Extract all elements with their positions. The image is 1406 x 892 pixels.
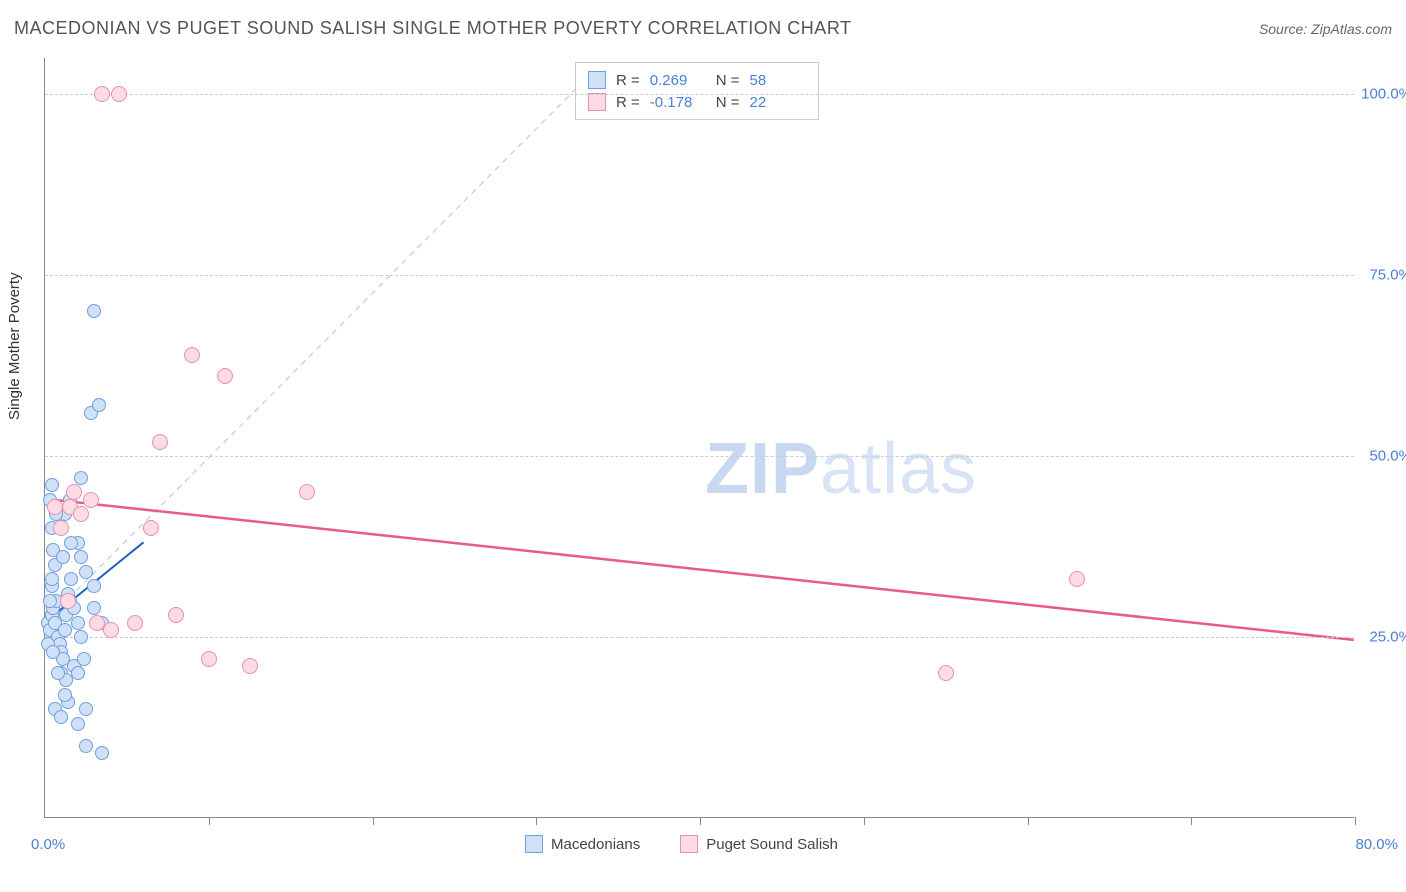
data-point: [87, 304, 101, 318]
data-point: [79, 739, 93, 753]
legend-swatch: [680, 835, 698, 853]
stat-n-label: N =: [716, 94, 740, 111]
data-point: [47, 499, 63, 515]
data-point: [217, 368, 233, 384]
x-tick: [700, 817, 701, 825]
data-point: [143, 520, 159, 536]
data-point: [201, 651, 217, 667]
data-point: [73, 506, 89, 522]
series-swatch: [588, 93, 606, 111]
gridline: [45, 637, 1354, 638]
stat-r-label: R =: [616, 94, 640, 111]
y-tick-label: 100.0%: [1361, 86, 1406, 103]
data-point: [938, 665, 954, 681]
gridline: [45, 94, 1354, 95]
data-point: [74, 471, 88, 485]
data-point: [66, 484, 82, 500]
data-point: [45, 572, 59, 586]
y-tick-label: 25.0%: [1369, 629, 1406, 646]
data-point: [87, 601, 101, 615]
x-axis-origin-label: 0.0%: [31, 836, 65, 853]
chart-header: MACEDONIAN VS PUGET SOUND SALISH SINGLE …: [14, 18, 1392, 39]
data-point: [64, 572, 78, 586]
stat-n-value: 22: [750, 94, 806, 111]
data-point: [79, 565, 93, 579]
data-point: [79, 702, 93, 716]
y-tick-label: 75.0%: [1369, 267, 1406, 284]
chart-lines-layer: [45, 58, 1354, 817]
data-point: [51, 666, 65, 680]
stat-n-label: N =: [716, 72, 740, 89]
data-point: [56, 550, 70, 564]
x-tick: [1191, 817, 1192, 825]
chart-plot-area: ZIPatlas R =0.269N =58R =-0.178N =22 Mac…: [44, 58, 1354, 818]
legend-label: Macedonians: [551, 836, 640, 853]
data-point: [46, 645, 60, 659]
x-tick: [536, 817, 537, 825]
data-point: [95, 746, 109, 760]
y-tick-label: 50.0%: [1369, 448, 1406, 465]
series-swatch: [588, 71, 606, 89]
stat-r-value: 0.269: [650, 72, 706, 89]
data-point: [74, 550, 88, 564]
data-point: [71, 616, 85, 630]
data-point: [1069, 571, 1085, 587]
chart-source: Source: ZipAtlas.com: [1259, 21, 1392, 37]
correlation-stats-box: R = 0.269 N = 58 R = -0.178 N = 22: [575, 62, 819, 120]
x-tick: [1355, 817, 1356, 825]
legend-swatch: [525, 835, 543, 853]
data-point: [60, 593, 76, 609]
stat-r-value: -0.178: [650, 94, 706, 111]
stat-r-label: R =: [616, 72, 640, 89]
gridline: [45, 275, 1354, 276]
x-tick: [209, 817, 210, 825]
data-point: [64, 536, 78, 550]
legend-item: Macedonians: [525, 835, 640, 853]
data-point: [103, 622, 119, 638]
data-point: [77, 652, 91, 666]
watermark: ZIPatlas: [705, 428, 977, 510]
x-tick: [864, 817, 865, 825]
data-point: [74, 630, 88, 644]
stat-n-value: 58: [750, 72, 806, 89]
stats-row: R = 0.269 N = 58: [588, 69, 806, 91]
x-axis-end-label: 80.0%: [1355, 836, 1398, 853]
data-point: [127, 615, 143, 631]
data-point: [58, 623, 72, 637]
data-point: [43, 594, 57, 608]
data-point: [71, 666, 85, 680]
legend-item: Puget Sound Salish: [680, 835, 838, 853]
data-point: [242, 658, 258, 674]
data-point: [152, 434, 168, 450]
chart-legend: Macedonians Puget Sound Salish: [525, 835, 838, 853]
data-point: [45, 478, 59, 492]
data-point: [54, 710, 68, 724]
data-point: [87, 579, 101, 593]
data-point: [299, 484, 315, 500]
data-point: [168, 607, 184, 623]
chart-title: MACEDONIAN VS PUGET SOUND SALISH SINGLE …: [14, 18, 851, 39]
data-point: [71, 717, 85, 731]
gridline: [45, 456, 1354, 457]
x-tick: [1028, 817, 1029, 825]
data-point: [94, 86, 110, 102]
data-point: [83, 492, 99, 508]
data-point: [58, 688, 72, 702]
x-tick: [373, 817, 374, 825]
y-axis-label: Single Mother Poverty: [6, 272, 23, 420]
data-point: [184, 347, 200, 363]
data-point: [53, 520, 69, 536]
data-point: [111, 86, 127, 102]
data-point: [92, 398, 106, 412]
legend-label: Puget Sound Salish: [706, 836, 838, 853]
